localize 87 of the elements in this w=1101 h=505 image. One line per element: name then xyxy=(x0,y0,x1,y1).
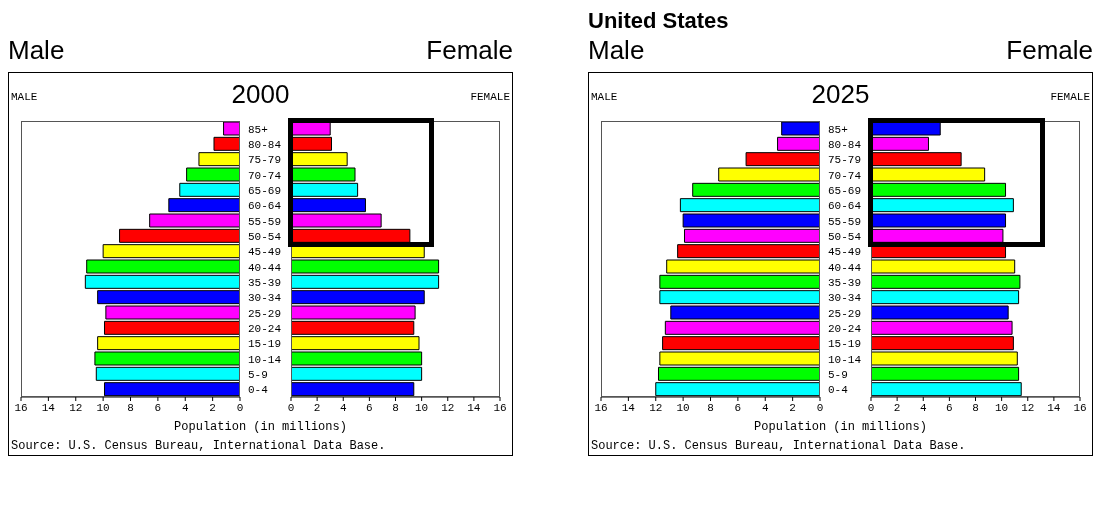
x-tick-label: 0 xyxy=(816,401,824,414)
y-tick-label: 0-4 xyxy=(248,384,269,397)
text: Male xyxy=(8,34,65,66)
text: MALE xyxy=(591,91,618,103)
y-tick-label: 20-24 xyxy=(828,322,862,335)
x-tick-label: 6 xyxy=(946,401,953,414)
x-tick-label: 6 xyxy=(366,401,373,414)
x-tick-label: 4 xyxy=(339,401,347,414)
x-tick-label: 4 xyxy=(761,401,769,414)
y-tick-label: 55-59 xyxy=(828,215,862,228)
x-tick-label: 16 xyxy=(594,401,608,414)
x-tick-label: 10 xyxy=(415,401,429,414)
y-tick-label: 85+ xyxy=(828,123,848,136)
y-tick-label: 30-34 xyxy=(828,292,862,305)
y-tick-label: 10-14 xyxy=(248,353,282,366)
x-tick-label: 16 xyxy=(493,401,507,414)
y-tick-label: 50-54 xyxy=(828,230,862,243)
x-tick-label: 0 xyxy=(867,401,875,414)
text: Male xyxy=(588,34,645,66)
x-tick-label: 12 xyxy=(69,401,83,414)
text: Female xyxy=(1006,34,1093,66)
y-tick-label: 60-64 xyxy=(248,200,282,213)
x-tick-label: 14 xyxy=(621,401,636,414)
x-tick-label: 10 xyxy=(676,401,690,414)
y-tick-label: 10-14 xyxy=(828,353,862,366)
x-tick-label: 4 xyxy=(181,401,189,414)
y-tick-label: 35-39 xyxy=(248,276,282,289)
y-tick-label: 50-54 xyxy=(248,230,282,243)
x-tick-label: 2 xyxy=(893,401,901,414)
chart-subtitle: 2025 xyxy=(811,79,870,109)
y-tick-label: 35-39 xyxy=(828,276,862,289)
source-note: Source: U.S. Census Bureau, International Data Base. xyxy=(10,438,387,455)
y-tick-label: 75-79 xyxy=(248,154,282,167)
x-tick-label: 0 xyxy=(236,401,244,414)
y-tick-label: 0-4 xyxy=(828,384,849,397)
x-tick-label: 2 xyxy=(313,401,321,414)
text: Female xyxy=(426,34,513,66)
x-tick-label: 8 xyxy=(707,401,714,414)
y-tick-label: 85+ xyxy=(248,123,268,136)
y-tick-label: 60-64 xyxy=(828,200,862,213)
chart-subtitle: 2000 xyxy=(231,79,290,109)
x-tick-label: 12 xyxy=(441,401,455,414)
y-tick-label: 40-44 xyxy=(248,261,282,274)
y-tick-label: 80-84 xyxy=(828,138,862,151)
x-tick-label: 10 xyxy=(995,401,1009,414)
y-tick-label: 25-29 xyxy=(828,307,862,320)
y-tick-label: 40-44 xyxy=(828,261,862,274)
y-tick-label: 75-79 xyxy=(828,154,862,167)
text: MALE xyxy=(11,91,38,103)
y-tick-label: 80-84 xyxy=(248,138,282,151)
y-tick-label: 45-49 xyxy=(828,246,862,259)
x-tick-label: 4 xyxy=(919,401,927,414)
x-tick-label: 8 xyxy=(392,401,399,414)
x-tick-label: 16 xyxy=(1073,401,1087,414)
text: FEMALE xyxy=(1050,91,1090,103)
x-tick-label: 8 xyxy=(127,401,134,414)
y-tick-label: 15-19 xyxy=(248,338,282,351)
x-tick-label: 14 xyxy=(467,401,481,414)
source-note: Source: U.S. Census Bureau, International Data Base. xyxy=(590,438,967,455)
y-tick-label: 5-9 xyxy=(248,368,268,381)
y-tick-label: 45-49 xyxy=(248,246,282,259)
y-tick-label: 55-59 xyxy=(248,215,282,228)
y-tick-label: 65-69 xyxy=(828,184,862,197)
y-tick-label: 20-24 xyxy=(248,322,282,335)
y-tick-label: 65-69 xyxy=(248,184,282,197)
x-tick-label: 6 xyxy=(734,401,742,414)
x-tick-label: 14 xyxy=(41,401,56,414)
x-tick-label: 2 xyxy=(209,401,216,414)
y-tick-label: 30-34 xyxy=(248,292,282,305)
x-tick-label: 14 xyxy=(1047,401,1061,414)
x-tick-label: 6 xyxy=(154,401,162,414)
x-tick-label: 16 xyxy=(14,401,28,414)
y-tick-label: 25-29 xyxy=(248,307,282,320)
x-tick-label: 0 xyxy=(287,401,295,414)
x-tick-label: 2 xyxy=(789,401,796,414)
x-tick-label: 10 xyxy=(96,401,110,414)
x-tick-label: 12 xyxy=(1021,401,1035,414)
y-tick-label: 15-19 xyxy=(828,338,862,351)
x-tick-label: 12 xyxy=(649,401,663,414)
x-tick-label: 8 xyxy=(972,401,979,414)
x-axis-title: Population (in millions) xyxy=(173,419,348,436)
y-tick-label: 5-9 xyxy=(828,368,848,381)
y-tick-label: 70-74 xyxy=(248,169,282,182)
x-axis-title: Population (in millions) xyxy=(753,419,928,436)
text: FEMALE xyxy=(470,91,510,103)
y-tick-label: 70-74 xyxy=(828,169,862,182)
chart-title: United States xyxy=(588,8,729,34)
